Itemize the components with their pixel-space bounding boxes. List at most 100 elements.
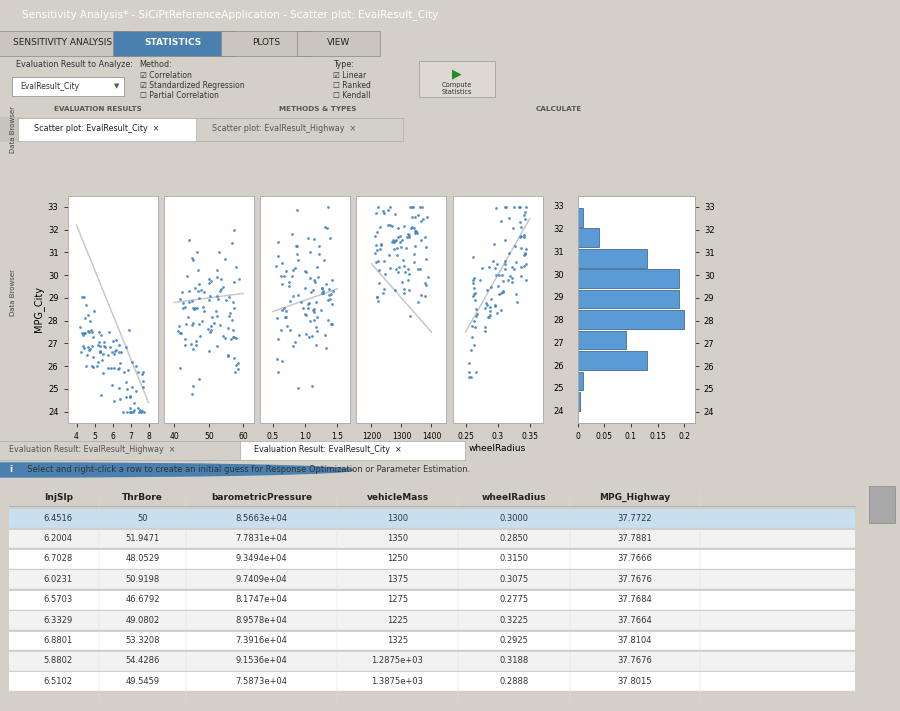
Point (491, 289, 506, 300)
Point (408, 225, 422, 237)
Point (307, 314, 321, 326)
Point (467, 287, 482, 299)
Point (86, 306, 101, 317)
Point (117, 366, 131, 378)
Point (225, 314, 239, 326)
Point (212, 320, 227, 331)
Point (483, 293, 498, 304)
Point (493, 287, 508, 299)
Point (125, 356, 140, 368)
Point (401, 264, 416, 275)
Point (80, 349, 94, 360)
Point (136, 375, 150, 387)
Y-axis label: MPG_City: MPG_City (32, 287, 43, 332)
Point (488, 262, 502, 274)
Point (201, 324, 215, 335)
Point (368, 247, 382, 259)
Point (121, 365, 135, 376)
FancyBboxPatch shape (0, 442, 256, 460)
Point (85, 360, 99, 372)
Point (210, 291, 224, 302)
Point (370, 227, 384, 238)
Point (186, 303, 201, 314)
Point (134, 405, 148, 417)
Point (465, 331, 480, 343)
Text: 0.2850: 0.2850 (500, 534, 528, 543)
Point (400, 274, 415, 286)
Point (484, 282, 499, 293)
Point (415, 201, 429, 213)
Point (382, 201, 397, 213)
Point (289, 240, 303, 252)
Point (514, 221, 528, 232)
Point (116, 406, 130, 417)
Point (298, 265, 312, 277)
Point (310, 339, 324, 351)
Text: 50.9198: 50.9198 (125, 575, 159, 584)
Point (315, 282, 329, 294)
Point (324, 289, 338, 300)
Point (301, 302, 315, 314)
Text: 6.0231: 6.0231 (44, 575, 73, 584)
Point (274, 271, 288, 282)
Point (498, 235, 512, 246)
Point (320, 294, 335, 305)
FancyBboxPatch shape (9, 631, 855, 651)
Point (373, 243, 387, 255)
Point (368, 240, 382, 251)
Point (483, 301, 498, 313)
Text: 33: 33 (553, 203, 563, 211)
Point (464, 371, 479, 383)
Bar (578, 289, 679, 309)
Point (508, 263, 522, 274)
Point (410, 227, 425, 238)
Point (190, 247, 204, 258)
Point (278, 311, 293, 323)
Text: MPG_Highway: MPG_Highway (599, 493, 670, 503)
Point (112, 347, 126, 358)
Text: 1300: 1300 (387, 513, 408, 523)
Point (513, 217, 527, 228)
Point (104, 363, 118, 374)
Point (478, 321, 492, 333)
Bar (578, 331, 626, 349)
Point (93, 341, 107, 352)
Point (227, 331, 241, 343)
Text: 8.9578e+04: 8.9578e+04 (236, 616, 287, 625)
Point (190, 303, 204, 314)
Point (518, 259, 533, 270)
Point (94, 390, 108, 401)
Point (112, 394, 127, 405)
Point (230, 359, 244, 370)
Point (310, 312, 324, 324)
Point (209, 306, 223, 317)
X-axis label: vehicleMass: vehicleMass (374, 444, 429, 453)
Text: 7.5873e+04: 7.5873e+04 (236, 677, 287, 686)
Point (386, 237, 400, 248)
Text: 31: 31 (553, 248, 563, 257)
Text: 37.7676: 37.7676 (617, 656, 652, 665)
Point (495, 269, 509, 281)
Point (372, 277, 386, 288)
Point (327, 286, 341, 297)
Point (174, 327, 188, 338)
Point (227, 353, 241, 364)
Point (463, 357, 477, 368)
FancyBboxPatch shape (9, 591, 855, 609)
Point (508, 288, 523, 299)
Text: 37.7666: 37.7666 (617, 555, 652, 563)
Point (73, 321, 87, 333)
Text: Scatter plot: EvalResult_Highway  ×: Scatter plot: EvalResult_Highway × (212, 124, 356, 133)
Text: 9.3494e+04: 9.3494e+04 (236, 555, 287, 563)
Point (413, 289, 428, 301)
Point (97, 341, 112, 352)
Point (292, 330, 306, 341)
Point (291, 382, 305, 393)
Point (193, 319, 207, 330)
Point (418, 290, 432, 301)
Point (320, 202, 335, 213)
Point (318, 222, 332, 233)
Point (304, 287, 319, 298)
Point (483, 305, 498, 316)
Point (213, 273, 228, 284)
